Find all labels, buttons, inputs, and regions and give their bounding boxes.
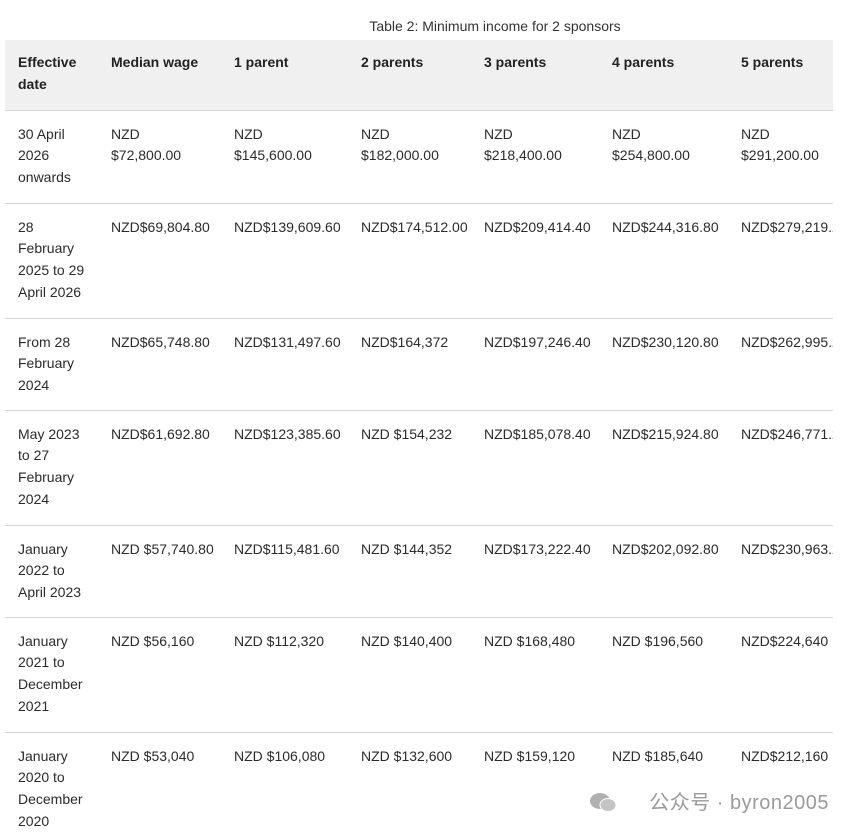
date-cell: From 28 February 2024	[5, 318, 98, 411]
date-cell: May 2023 to 27 February 2024	[5, 410, 98, 526]
table-row: January 2022 to April 2023 NZD $57,740.80…	[5, 525, 833, 618]
amount-cell: NZD$230,963.20	[728, 525, 833, 618]
amount-cell: NZD$246,771.20	[728, 410, 833, 526]
amount-cell: NZD $291,200.00	[728, 110, 833, 204]
amount-cell: NZD$131,497.60	[221, 318, 348, 411]
header-cell: 4 parents	[599, 40, 728, 111]
amount-cell: NZD$262,995.20	[728, 318, 833, 411]
table-row: January 2021 to December 2021 NZD $56,160…	[5, 617, 833, 733]
amount-cell: NZD$279,219.20	[728, 203, 833, 319]
amount-cell: NZD$65,748.80	[98, 318, 221, 411]
amount-cell: NZD$164,372	[348, 318, 471, 411]
amount-cell: NZD$209,414.40	[471, 203, 599, 319]
amount-cell: NZD$212,160	[728, 732, 833, 835]
amount-cell: NZD $132,600	[348, 732, 471, 835]
amount-cell: NZD $182,000.00	[348, 110, 471, 204]
header-cell: Median wage	[98, 40, 221, 111]
header-row: Effective date Median wage 1 parent 2 paren…	[5, 40, 833, 111]
date-cell: January 2022 to April 2023	[5, 525, 98, 618]
amount-cell: NZD$202,092.80	[599, 525, 728, 618]
date-cell: 28 February 2025 to 29 April 2026	[5, 203, 98, 319]
table-row: 28 February 2025 to 29 April 2026 NZD$69,…	[5, 203, 833, 319]
amount-cell: NZD$173,222.40	[471, 525, 599, 618]
table-caption: Table 2: Minimum income for 2 sponsors	[369, 18, 621, 34]
amount-cell: NZD $144,352	[348, 525, 471, 618]
date-cell: January 2020 to December 2020	[5, 732, 98, 835]
amount-cell: NZD$197,246.40	[471, 318, 599, 411]
income-table: Effective date Median wage 1 parent 2 paren…	[5, 40, 833, 835]
amount-cell: NZD$115,481.60	[221, 525, 348, 618]
amount-cell: NZD$139,609.60	[221, 203, 348, 319]
header-cell: 1 parent	[221, 40, 348, 111]
table-row: 30 April 2026 onwards NZD $72,800.00 NZD $…	[5, 110, 833, 204]
header-cell: 3 parents	[471, 40, 599, 111]
date-cell: January 2021 to December 2021	[5, 617, 98, 733]
amount-cell: NZD$174,512.00	[348, 203, 471, 319]
table-row: January 2020 to December 2020 NZD $53,040…	[5, 732, 833, 835]
table-row: From 28 February 2024 NZD$65,748.80 NZD$13…	[5, 318, 833, 411]
amount-cell: NZD $196,560	[599, 617, 728, 733]
table-row: May 2023 to 27 February 2024 NZD$61,692.8…	[5, 410, 833, 526]
amount-cell: NZD $168,480	[471, 617, 599, 733]
amount-cell: NZD$224,640	[728, 617, 833, 733]
header-cell: 2 parents	[348, 40, 471, 111]
amount-cell: NZD $106,080	[221, 732, 348, 835]
watermark-icon	[590, 793, 617, 812]
amount-cell: NZD $218,400.00	[471, 110, 599, 204]
amount-cell: NZD $57,740.80	[98, 525, 221, 618]
table-body: 30 April 2026 onwards NZD $72,800.00 NZD $…	[5, 110, 833, 835]
amount-cell: NZD $56,160	[98, 617, 221, 733]
amount-cell: NZD$244,316.80	[599, 203, 728, 319]
amount-cell: NZD$69,804.80	[98, 203, 221, 319]
table-container: Effective date Median wage 1 parent 2 paren…	[5, 40, 833, 835]
date-cell: 30 April 2026 onwards	[5, 110, 98, 204]
amount-cell: NZD $140,400	[348, 617, 471, 733]
amount-cell: NZD $72,800.00	[98, 110, 221, 204]
amount-cell: NZD $159,120	[471, 732, 599, 835]
watermark: 公众号 · byron2005	[649, 792, 829, 814]
amount-cell: NZD$230,120.80	[599, 318, 728, 411]
header-cell: 5 parents	[728, 40, 833, 111]
amount-cell: NZD $145,600.00	[221, 110, 348, 204]
header-cell: Effective date	[5, 40, 98, 111]
amount-cell: NZD$185,078.40	[471, 410, 599, 526]
amount-cell: NZD$61,692.80	[98, 410, 221, 526]
amount-cell: NZD $254,800.00	[599, 110, 728, 204]
amount-cell: NZD $154,232	[348, 410, 471, 526]
amount-cell: NZD$123,385.60	[221, 410, 348, 526]
amount-cell: NZD$215,924.80	[599, 410, 728, 526]
amount-cell: NZD $112,320	[221, 617, 348, 733]
amount-cell: NZD $185,640	[599, 732, 728, 835]
amount-cell: NZD $53,040	[98, 732, 221, 835]
